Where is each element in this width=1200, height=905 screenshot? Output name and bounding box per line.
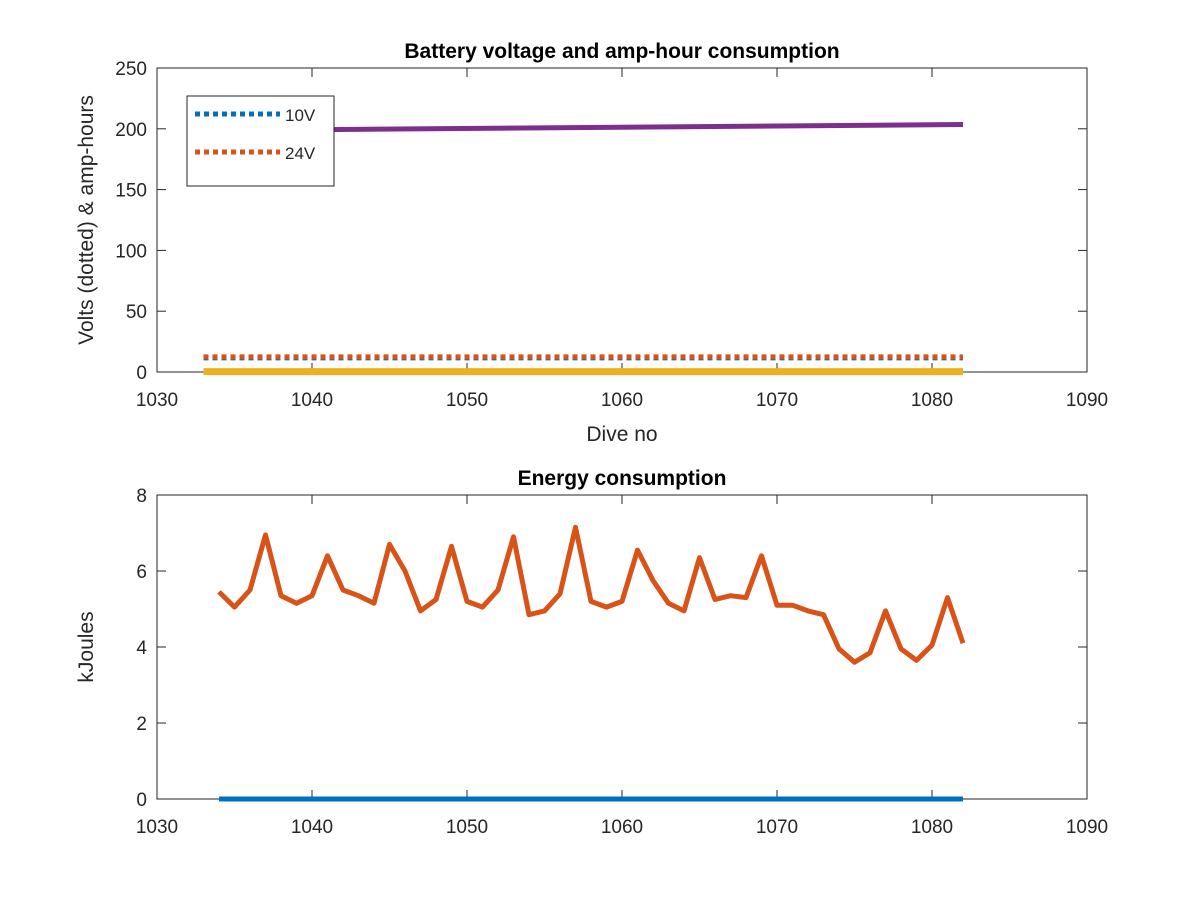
y-tick-label: 200 [115,120,147,141]
legend-box [186,95,335,187]
x-axis-label: Dive no [586,423,657,446]
chart-title: Battery voltage and amp-hour consumption [404,40,839,63]
y-tick-label: 8 [136,486,147,507]
chart-title: Energy consumption [518,467,727,490]
x-tick-label: 1050 [446,390,488,411]
y-tick-label: 250 [115,59,147,80]
legend-label: 10V [285,106,316,125]
x-tick-label: 1040 [291,390,333,411]
y-tick-label: 50 [126,302,147,323]
x-tick-label: 1040 [291,817,333,838]
x-tick-label: 1090 [1066,817,1108,838]
x-tick-label: 1080 [911,390,953,411]
x-tick-label: 1070 [756,817,798,838]
y-tick-label: 0 [136,363,147,384]
legend: 10V 24V [186,95,335,187]
series-line-1 [217,524,966,665]
x-tick-label: 1030 [136,817,178,838]
x-tick-label: 1060 [601,817,643,838]
x-tick-label: 1030 [136,390,178,411]
y-axis-label: kJoules [75,611,98,682]
legend-label: 24V [285,144,316,163]
x-tick-label: 1050 [446,817,488,838]
y-tick-label: 6 [136,562,147,583]
chart-panel-2: 1030 1040 1050 1060 1070 1080 1090 0 2 4 6 8 Energy … [75,467,1108,838]
y-tick-label: 150 [115,181,147,202]
series-group [217,524,966,802]
y-tick-label: 0 [136,790,147,811]
x-tick-label: 1060 [601,390,643,411]
x-tick-label: 1080 [911,817,953,838]
x-tick-label: 1090 [1066,390,1108,411]
y-axis-label: Volts (dotted) & amp-hours [75,95,98,345]
y-tick-label: 4 [136,638,147,659]
y-tick-label: 2 [136,714,147,735]
y-tick-label: 100 [115,241,147,262]
chart-panel-1: 1030 1040 1050 1060 1070 1080 1090 0 50 100 150 200… [75,40,1108,446]
x-tick-label: 1070 [756,390,798,411]
plot-area [156,494,1088,800]
